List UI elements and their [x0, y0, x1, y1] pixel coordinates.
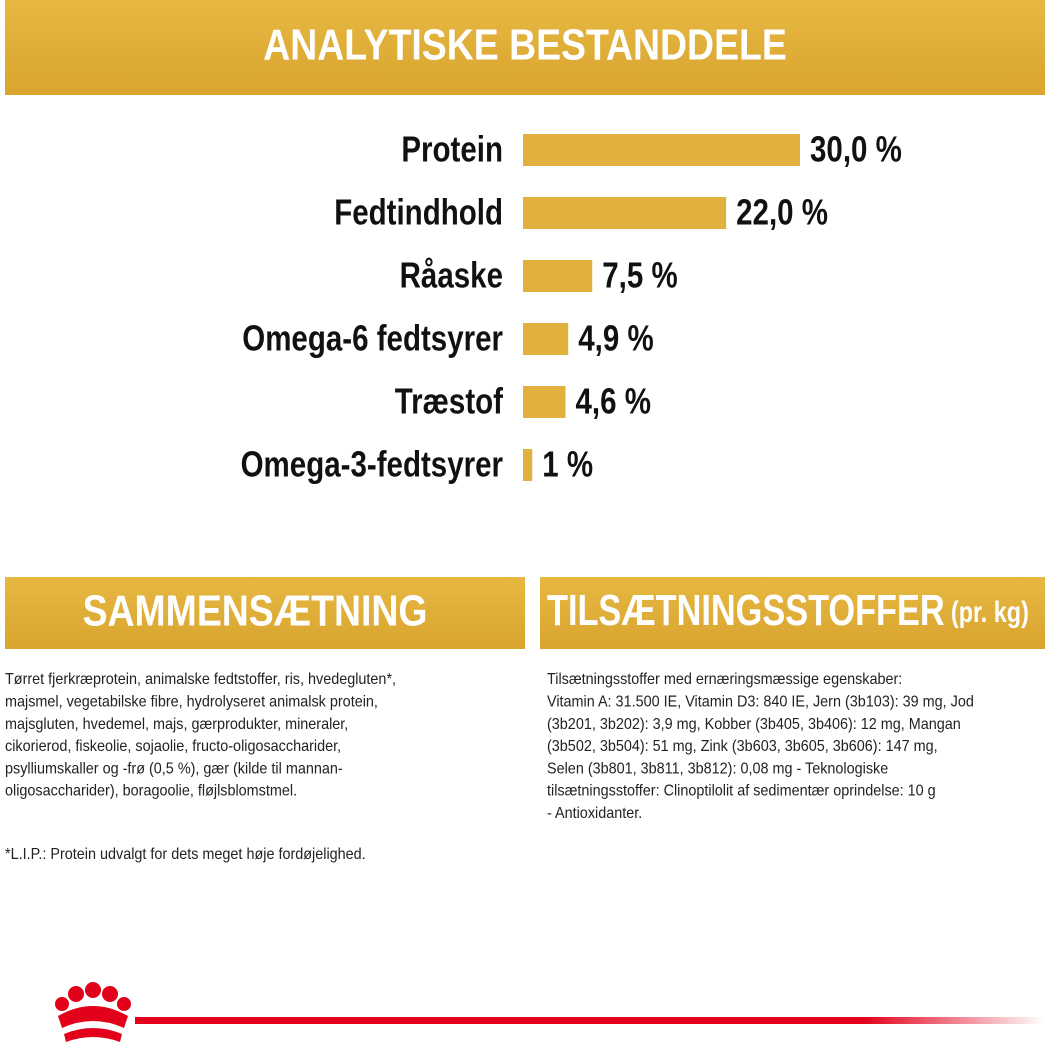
section-title-suffix: (pr. kg): [951, 595, 1029, 628]
section-title-main: TILSÆTNINGSSTOFFER: [547, 587, 945, 636]
value-label: 30,0 %: [810, 129, 902, 169]
body-line: (3b502, 3b504): 51 mg, Zink (3b603, 3b60…: [547, 737, 938, 755]
additives-banner: [540, 577, 1045, 649]
body-line: psylliumskaller og -frø (0,5 %), gær (ki…: [5, 760, 343, 778]
value-label: 1 %: [542, 444, 593, 484]
body-line: majsmel, vegetabilske fibre, hydrolysere…: [5, 693, 378, 711]
chart-title: ANALYTISKE BESTANDDELE: [263, 20, 787, 70]
composition-banner: [5, 577, 525, 649]
bar: [523, 386, 566, 418]
body-line: Selen (3b801, 3b811, 3b812): 0,08 mg - T…: [547, 760, 888, 778]
category-label: Træstof: [395, 381, 504, 421]
category-label: Omega-6 fedtsyrer: [242, 318, 503, 358]
body-line: - Antioxidanter.: [547, 804, 642, 822]
body-line: Tilsætningsstoffer med ernæringsmæssige …: [547, 671, 902, 689]
value-label: 4,6 %: [575, 381, 650, 421]
body-line: majsgluten, hvedemel, majs, gærprodukter…: [5, 715, 348, 733]
body-line: oligosaccharider), boragoolie, fløjlsblo…: [5, 782, 297, 800]
body-line: cikorierod, fiskeolie, sojaolie, fructo-…: [5, 737, 341, 755]
value-label: 22,0 %: [736, 192, 828, 232]
body-line: Tørret fjerkræprotein, animalske fedtsto…: [5, 671, 396, 689]
bar: [523, 449, 533, 481]
footer-line: [135, 1017, 1045, 1024]
section-title: TILSÆTNINGSSTOFFER (pr. kg): [547, 587, 1029, 636]
category-label: Protein: [401, 129, 503, 169]
bar: [523, 260, 593, 292]
bar: [523, 197, 727, 229]
category-label: Fedtindhold: [334, 192, 503, 232]
body-line: (3b201, 3b202): 3,9 mg, Kobber (3b405, 3…: [547, 715, 961, 733]
value-label: 4,9 %: [578, 318, 653, 358]
category-label: Omega-3-fedtsyrer: [241, 444, 504, 484]
title-banner: [5, 0, 1045, 95]
body-line: tilsætningsstoffer: Clinoptilolit af sed…: [547, 782, 936, 800]
logo: [55, 982, 131, 1042]
section-title: SAMMENSÆTNING: [83, 586, 428, 636]
value-label: 7,5 %: [602, 255, 677, 295]
category-label: Råaske: [400, 255, 503, 295]
footnote: *L.I.P.: Protein udvalgt for dets meget …: [5, 846, 366, 864]
bar: [523, 323, 569, 355]
body-line: Vitamin A: 31.500 IE, Vitamin D3: 840 IE…: [547, 693, 974, 711]
bar: [523, 134, 800, 166]
